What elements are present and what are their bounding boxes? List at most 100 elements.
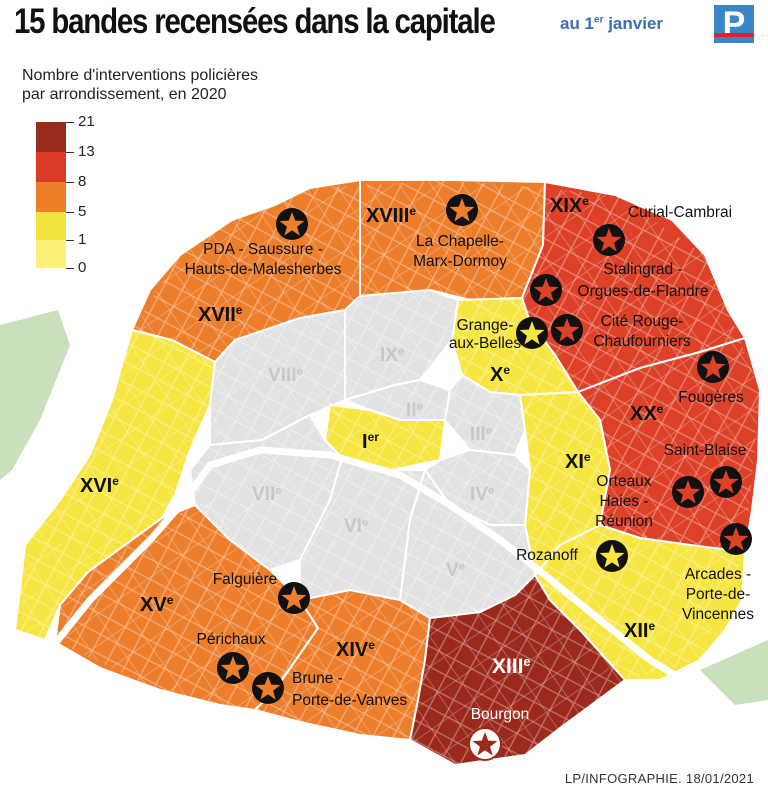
star-icon	[533, 278, 559, 302]
gang-marker	[596, 540, 628, 572]
gang-marker	[252, 672, 284, 704]
label-arr-V: Ve	[446, 560, 465, 581]
legend-tick	[66, 212, 74, 213]
legend-tick-label: 13	[78, 143, 95, 160]
arr-suffix: e	[648, 619, 655, 633]
gang-name-line: La Chapelle-	[416, 233, 504, 250]
arr-suffix: e	[275, 485, 281, 497]
legend-tick-label: 5	[78, 203, 87, 220]
label-arr-II: IIe	[406, 400, 423, 421]
arr-suffix: e	[503, 363, 510, 377]
gang-marker	[217, 652, 249, 684]
gang-name-line: Orteaux	[596, 473, 651, 490]
arr-suffix: e	[584, 450, 591, 464]
arr-numeral: I	[362, 431, 368, 453]
gang-name-line: aux-Belles	[449, 335, 522, 352]
gang-marker	[446, 194, 478, 226]
legend-tick	[66, 182, 74, 183]
label-arr-X: Xe	[490, 363, 510, 386]
gang-marker	[530, 274, 562, 306]
gang-name-line: Périchaux	[197, 631, 266, 648]
legend-swatch-8-13	[36, 152, 66, 182]
star-icon	[472, 732, 498, 756]
arr-suffix: er	[368, 430, 380, 444]
gang-name-label: La Chapelle- Marx-Dormoy	[413, 233, 507, 270]
legend-tick	[66, 268, 74, 269]
label-arr-XX: XXe	[630, 402, 664, 425]
gang-marker	[710, 466, 742, 498]
subtitle-main: au 1	[560, 14, 595, 33]
gang-name-line: Haies -	[599, 493, 648, 510]
arr-numeral: X	[490, 364, 504, 386]
gang-name-label: Falguière	[213, 571, 278, 588]
subtitle-end: janvier	[603, 14, 664, 33]
gang-name-label: Fougères	[678, 389, 744, 406]
star-icon	[713, 470, 739, 494]
legend-tick-label: 1	[78, 231, 87, 248]
gang-name-line: Stalingrad -	[603, 261, 682, 278]
legend-swatch-1-5	[36, 212, 66, 240]
legend-title-line1: Nombre d'interventions policières	[22, 67, 259, 84]
gang-marker	[276, 208, 308, 240]
arr-suffix: e	[167, 593, 174, 607]
arr-numeral: VIII	[268, 365, 297, 386]
arr-suffix: e	[488, 485, 494, 497]
label-arr-XIX: XIXe	[550, 194, 589, 217]
label-arr-XI: XIe	[565, 450, 591, 473]
gang-marker	[468, 727, 502, 761]
gang-name-line: Grange-	[457, 317, 514, 334]
gang-name-line: Orgues-de-Flandre	[578, 283, 709, 300]
gang-name-line: Chaufourniers	[593, 333, 691, 350]
gang-name-label: Arcades - Porte-de- Vincennes	[682, 566, 754, 623]
star-icon	[675, 480, 701, 504]
gang-marker	[516, 317, 548, 349]
star-icon	[519, 321, 545, 345]
gang-name-label: Périchaux	[197, 631, 266, 648]
legend-swatch-13-21	[36, 122, 66, 152]
gang-name-line: Porte-de-Vanves	[292, 692, 407, 709]
gang-name-line: Vincennes	[682, 606, 754, 623]
arr-suffix: e	[368, 638, 375, 652]
gang-name-line: Porte-de-	[686, 586, 751, 603]
star-icon	[700, 355, 726, 379]
label-arr-IV: IVe	[470, 484, 494, 505]
gang-name-line: Bourgon	[471, 706, 530, 723]
legend-swatch-5-8	[36, 182, 66, 212]
gang-name-line: Fougères	[678, 389, 744, 406]
gang-name-line: Marx-Dormoy	[413, 253, 507, 270]
star-icon	[554, 318, 580, 342]
color-legend: 21 13 8 5 1 0	[36, 113, 136, 276]
arr-numeral: VII	[252, 484, 275, 505]
star-icon	[279, 212, 305, 236]
gang-name-line: Curial-Cambrai	[628, 204, 732, 221]
gang-name-line: Hauts-de-Malesherbes	[185, 261, 342, 278]
legend-tick-label: 8	[78, 173, 87, 190]
label-arr-VIII: VIIIe	[268, 365, 303, 386]
gang-marker	[672, 476, 704, 508]
arr-numeral: V	[446, 560, 459, 581]
gang-name-line: Réunion	[595, 513, 653, 530]
gang-name-line: Cité Rouge-	[601, 313, 684, 330]
arr-numeral: XI	[565, 451, 584, 473]
gang-name-label: Curial-Cambrai	[628, 204, 732, 221]
gang-marker	[551, 314, 583, 346]
legend-title-line2: par arrondissement, en 2020	[22, 86, 227, 103]
gang-name-line: Falguière	[213, 571, 278, 588]
arr-suffix: e	[459, 561, 465, 573]
arr-numeral: XV	[140, 594, 167, 616]
star-icon	[220, 656, 246, 680]
star-icon	[596, 228, 622, 252]
legend-swatch-0-1	[36, 240, 66, 268]
gang-name-line: Brune -	[292, 670, 343, 687]
gang-labels: PDA - Saussure - Hauts-de-Malesherbes La C…	[185, 204, 755, 723]
arr-numeral: XII	[624, 620, 648, 642]
gang-name-line: Rozanoff	[516, 547, 578, 564]
gang-name-label: Bourgon	[471, 706, 530, 723]
arr-numeral: IX	[380, 345, 398, 366]
arr-numeral: XIX	[550, 195, 583, 217]
label-arr-XVIII: XVIIIe	[366, 204, 416, 227]
label-arr-IX: IXe	[380, 345, 404, 366]
arr-numeral: IV	[470, 484, 488, 505]
subtitle-sup: er	[594, 14, 604, 26]
